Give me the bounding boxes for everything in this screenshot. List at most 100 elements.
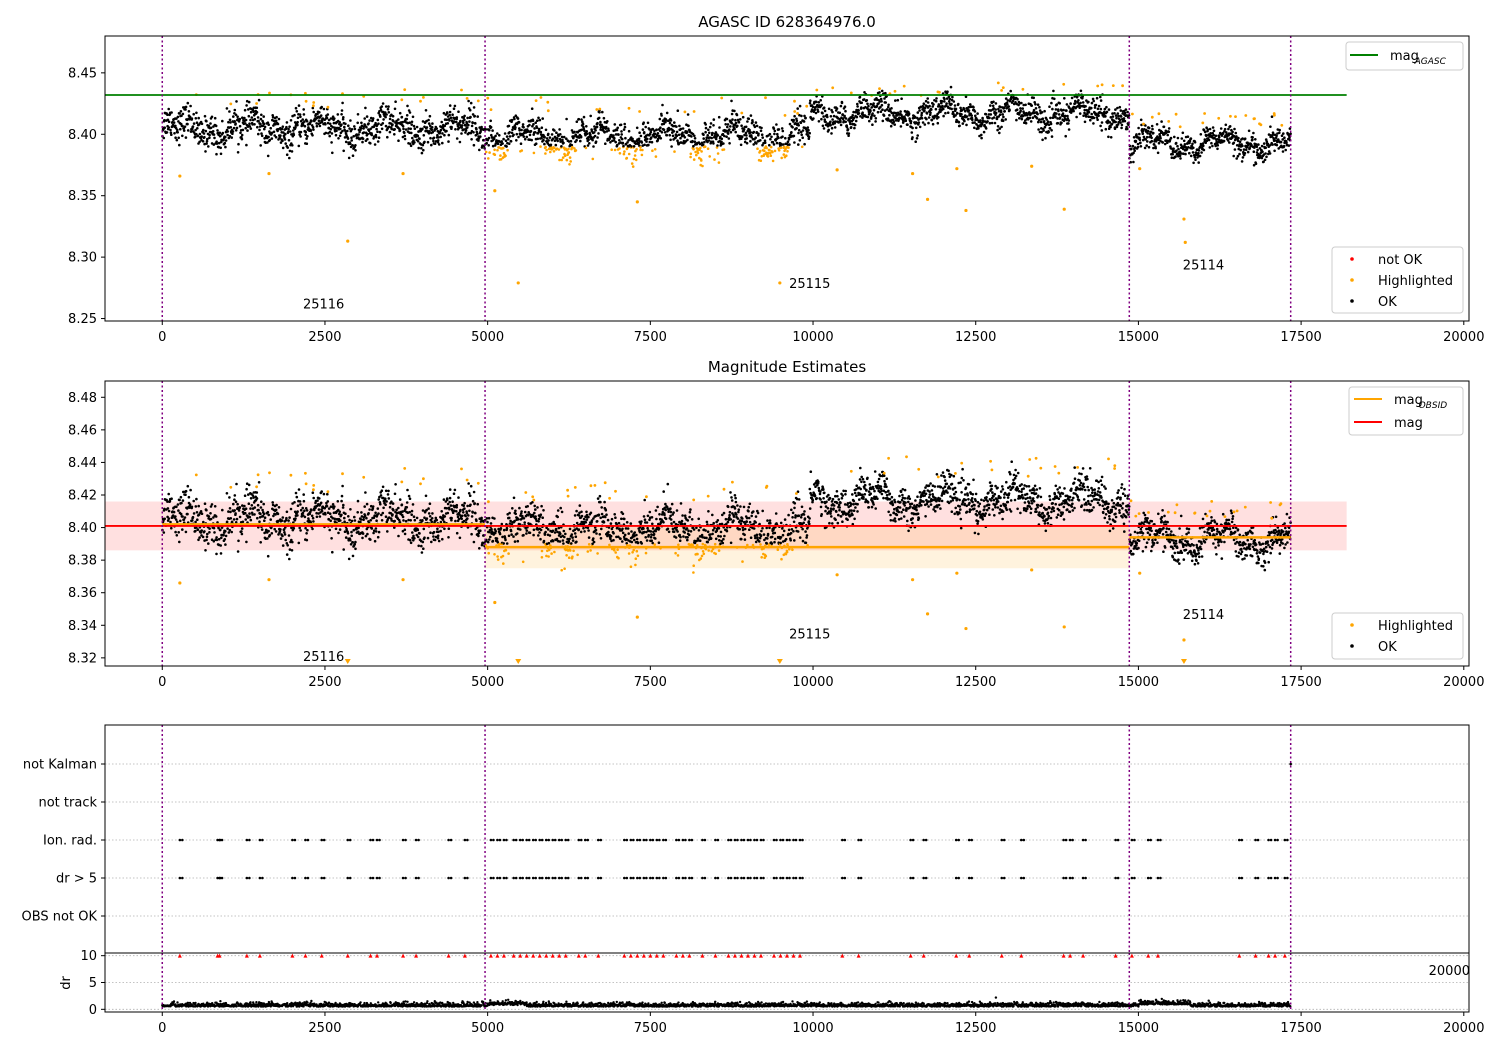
data-point (450, 125, 453, 129)
data-point (826, 115, 829, 119)
data-point (274, 135, 278, 139)
data-point (386, 107, 390, 111)
data-point (400, 503, 404, 507)
data-point (360, 124, 364, 128)
data-point (916, 134, 919, 137)
data-point (485, 141, 489, 145)
data-point (844, 120, 847, 124)
data-point (817, 120, 821, 123)
data-point (500, 522, 504, 526)
highlighted-point (740, 111, 744, 115)
data-point (293, 113, 296, 117)
data-point (567, 147, 570, 151)
data-point (944, 111, 947, 115)
data-point (571, 536, 574, 539)
data-point (476, 502, 480, 506)
data-point (179, 110, 183, 113)
data-point (379, 502, 382, 506)
data-point (551, 529, 555, 533)
data-point (325, 116, 329, 120)
data-point (275, 503, 278, 507)
data-point (303, 124, 307, 128)
data-point (1114, 120, 1117, 124)
data-point (549, 143, 553, 147)
data-point (471, 113, 475, 116)
data-point (840, 101, 844, 105)
data-point (1122, 117, 1126, 120)
data-point (1083, 120, 1087, 124)
data-point (640, 153, 644, 157)
data-point (1119, 109, 1123, 112)
data-point (858, 95, 862, 99)
data-point (980, 136, 983, 140)
data-point (394, 100, 397, 103)
data-point (471, 499, 475, 503)
data-point (427, 118, 430, 122)
data-point (1119, 115, 1123, 118)
data-point (1279, 140, 1283, 144)
data-point (669, 119, 673, 122)
data-point (996, 128, 999, 132)
data-point (408, 510, 412, 514)
data-point (571, 539, 575, 542)
data-point (427, 507, 430, 510)
data-point (304, 133, 307, 136)
data-point (528, 123, 531, 127)
data-point (356, 121, 360, 125)
data-point (716, 152, 720, 155)
data-point (639, 146, 642, 149)
data-point (178, 143, 181, 147)
data-point (660, 114, 663, 117)
data-point (416, 134, 420, 138)
data-point (237, 509, 241, 512)
data-point (579, 135, 583, 139)
data-point (665, 133, 669, 137)
data-point (379, 115, 382, 118)
data-point (573, 130, 576, 134)
data-point (553, 146, 556, 150)
data-point (230, 136, 233, 139)
data-point (466, 517, 469, 520)
data-point (263, 127, 266, 131)
data-point (266, 554, 270, 558)
data-point (1246, 150, 1250, 154)
data-point (792, 118, 795, 122)
data-point (773, 132, 776, 136)
data-point (791, 126, 794, 129)
data-point (872, 102, 875, 105)
data-point (174, 136, 177, 139)
data-point (277, 506, 281, 509)
outlier-point (635, 200, 639, 204)
data-point (1174, 141, 1178, 145)
data-point (1214, 134, 1218, 138)
data-point (1039, 120, 1043, 124)
data-point (1260, 144, 1264, 148)
data-point (642, 131, 646, 134)
data-point (693, 140, 697, 143)
data-point (302, 499, 306, 503)
data-point (380, 127, 384, 131)
data-point (950, 102, 953, 106)
data-point (437, 530, 440, 534)
data-point (880, 89, 884, 93)
highlighted-point (938, 90, 941, 94)
data-point (1044, 136, 1047, 140)
data-point (441, 141, 444, 145)
data-point (727, 137, 731, 140)
data-point (957, 102, 960, 106)
data-point (211, 130, 215, 133)
data-point (274, 508, 278, 512)
data-point (362, 518, 365, 521)
data-point (226, 527, 229, 530)
data-point (650, 140, 654, 144)
data-point (510, 118, 514, 122)
data-point (597, 116, 601, 120)
data-point (1118, 118, 1122, 122)
data-point (245, 99, 249, 103)
data-point (422, 148, 425, 152)
data-point (1143, 146, 1147, 150)
data-point (773, 149, 777, 153)
data-point (255, 125, 259, 129)
data-point (626, 141, 629, 144)
